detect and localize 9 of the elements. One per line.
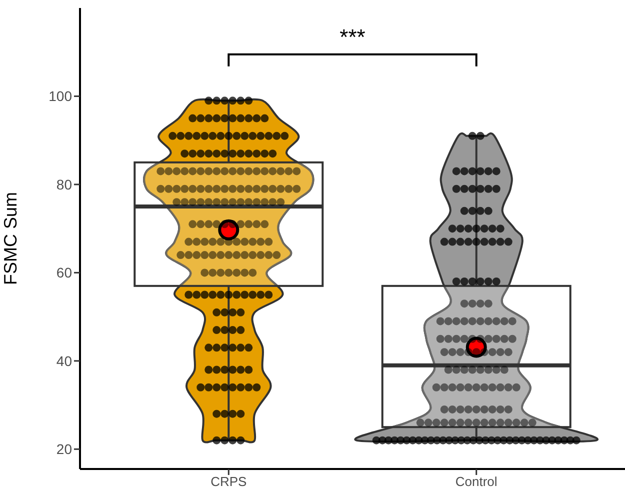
y-tick-label: 60 [56, 264, 72, 281]
y-tick-label: 100 [48, 88, 72, 104]
y-axis-title: FSMC Sum [0, 192, 20, 286]
y-tick-label: 80 [56, 176, 72, 192]
y-tick-label: 20 [56, 441, 72, 458]
annotation: *** [340, 24, 366, 50]
x-tick-label: Control [455, 474, 498, 490]
x-tick-label: CRPS [210, 474, 248, 490]
y-tick-label: 40 [56, 352, 72, 369]
